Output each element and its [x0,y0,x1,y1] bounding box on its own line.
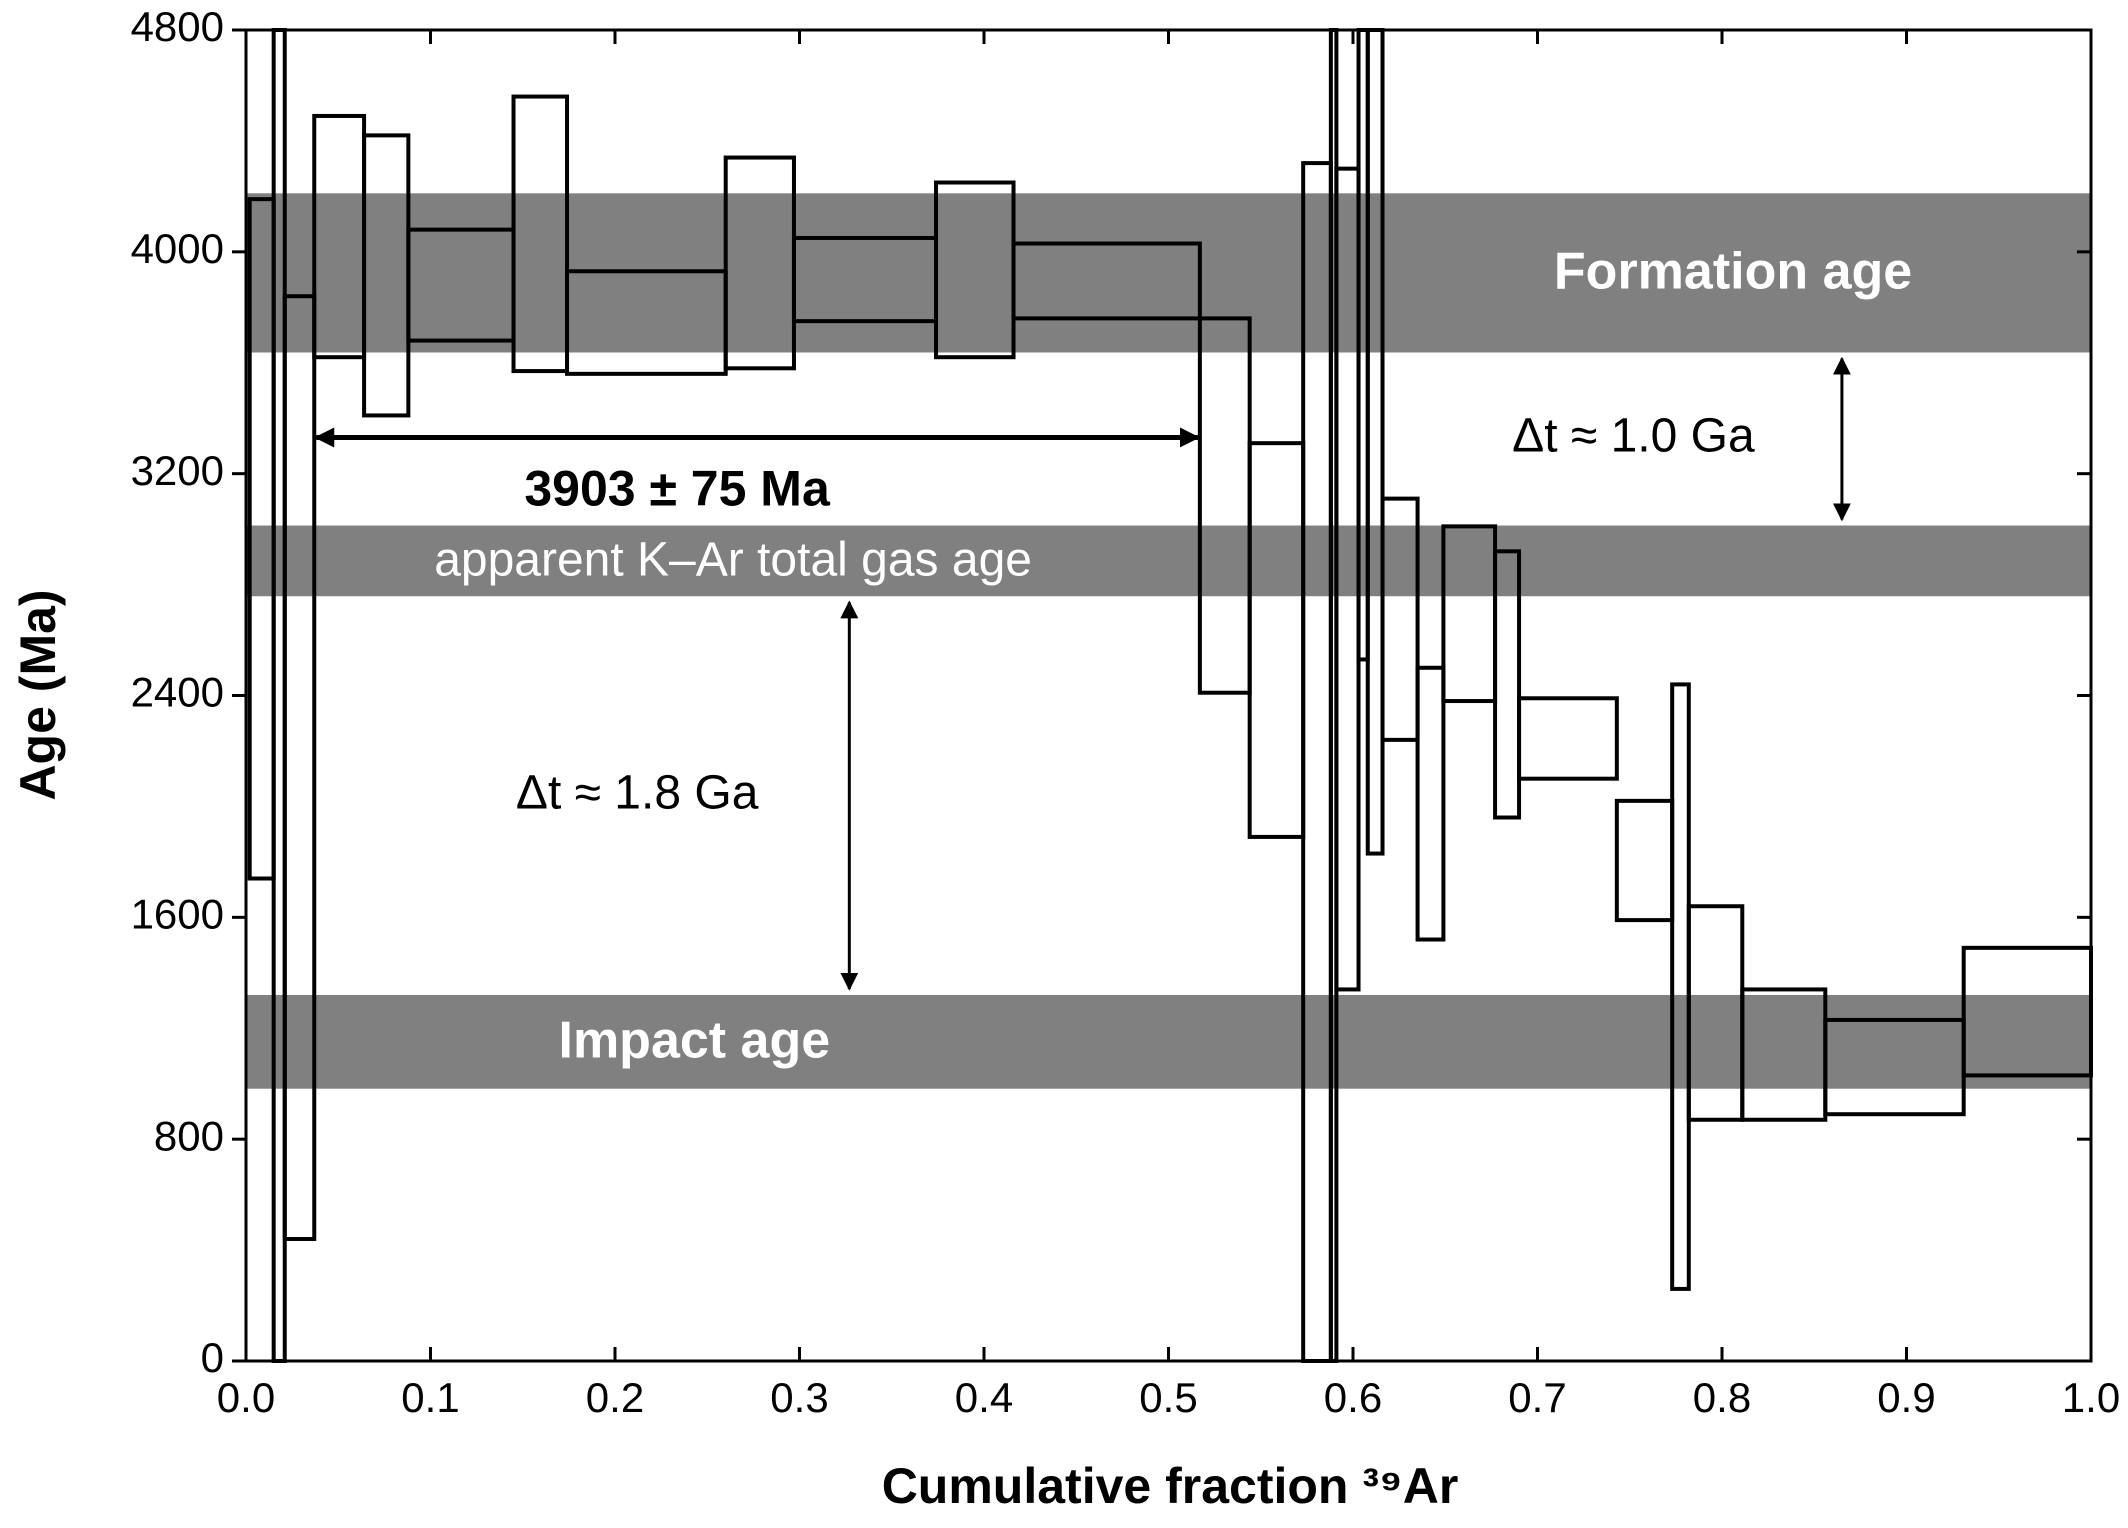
band [246,994,2091,1089]
gap-label: Δt ≈ 1.0 Ga [1512,410,1755,463]
band-label: Impact age [559,1012,831,1070]
x-tick-label: 0.6 [1324,1374,1382,1421]
step-box [1247,441,1306,839]
y-tick-label: 0 [201,1334,224,1381]
gap-label: Δt ≈ 1.8 Ga [516,766,759,819]
y-tick-label: 4800 [131,3,224,50]
x-tick-label: 0.0 [217,1374,275,1421]
x-tick-label: 0.2 [586,1374,644,1421]
step-box [1493,549,1522,820]
y-tick-label: 800 [154,1112,224,1159]
y-tick-label: 3200 [131,447,224,494]
step-box [1197,316,1252,695]
band [246,525,2091,597]
x-axis-label: Cumulative fraction ³⁹Ar [882,1458,1459,1514]
y-axis-label: Age (Ma) [10,589,66,800]
x-tick-label: 0.1 [401,1374,459,1421]
y-tick-label: 2400 [131,669,224,716]
step-box [1670,682,1691,1291]
band-label: apparent K–Ar total gas age [434,534,1032,587]
x-tick-label: 0.9 [1877,1374,1935,1421]
band [246,193,2091,353]
step-box [1415,665,1446,942]
y-tick-label: 1600 [131,890,224,937]
step-box [1365,28,1385,856]
x-tick-label: 0.3 [770,1374,828,1421]
step-box [1517,696,1619,781]
step-box [1011,241,1202,321]
x-tick-label: 0.4 [955,1374,1013,1421]
step-box [1380,496,1420,742]
x-tick-label: 0.8 [1693,1374,1751,1421]
plateau-label: 3903 ± 75 Ma [524,461,831,517]
band-label: Formation age [1554,243,1912,301]
y-tick-label: 4000 [131,225,224,272]
step-box [282,294,317,1241]
step-box [511,94,570,374]
step-box [1614,798,1675,923]
x-tick-label: 0.5 [1139,1374,1197,1421]
x-tick-label: 1.0 [2062,1374,2120,1421]
x-tick-label: 0.7 [1508,1374,1566,1421]
